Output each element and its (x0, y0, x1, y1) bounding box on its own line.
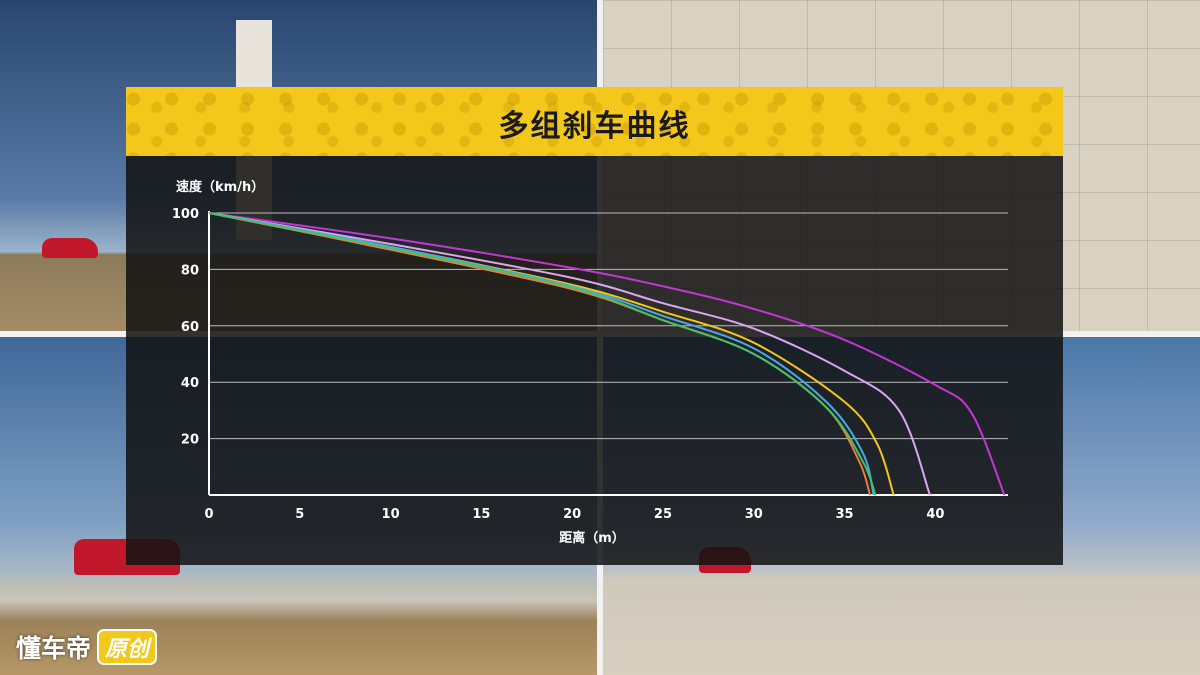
y-tick-label: 60 (181, 320, 199, 335)
x-tick-label: 35 (836, 507, 854, 522)
logo-text: 懂车帝 (16, 634, 92, 663)
x-tick-label: 40 (926, 507, 944, 522)
y-tick-label: 80 (181, 263, 199, 278)
red-car (42, 238, 98, 258)
series-line-5 (208, 212, 871, 496)
series-line-1 (208, 212, 1006, 496)
series-line-6 (208, 212, 877, 496)
y-tick-label: 40 (181, 376, 199, 391)
x-tick-label: 10 (382, 507, 400, 522)
x-tick-label: 15 (472, 507, 490, 522)
series-line-4 (208, 212, 875, 496)
y-tick-label: 20 (181, 433, 199, 448)
series-line-2 (208, 212, 931, 496)
x-axis-label: 距离（m） (559, 530, 625, 546)
x-tick-label: 0 (204, 507, 213, 522)
x-tick-label: 25 (654, 507, 672, 522)
chart-title: 多组刹车曲线 (498, 109, 691, 144)
title-banner: 多组刹车曲线 (126, 87, 1063, 156)
original-badge: 原创 (97, 629, 158, 665)
y-axis-label: 速度（km/h） (176, 179, 264, 195)
x-tick-label: 30 (745, 507, 763, 522)
x-tick-label: 20 (563, 507, 581, 522)
series-line-3 (208, 212, 895, 496)
y-tick-label: 100 (172, 207, 199, 222)
x-tick-label: 5 (295, 507, 304, 522)
brand-logo: 懂车帝 原创 (16, 629, 158, 665)
